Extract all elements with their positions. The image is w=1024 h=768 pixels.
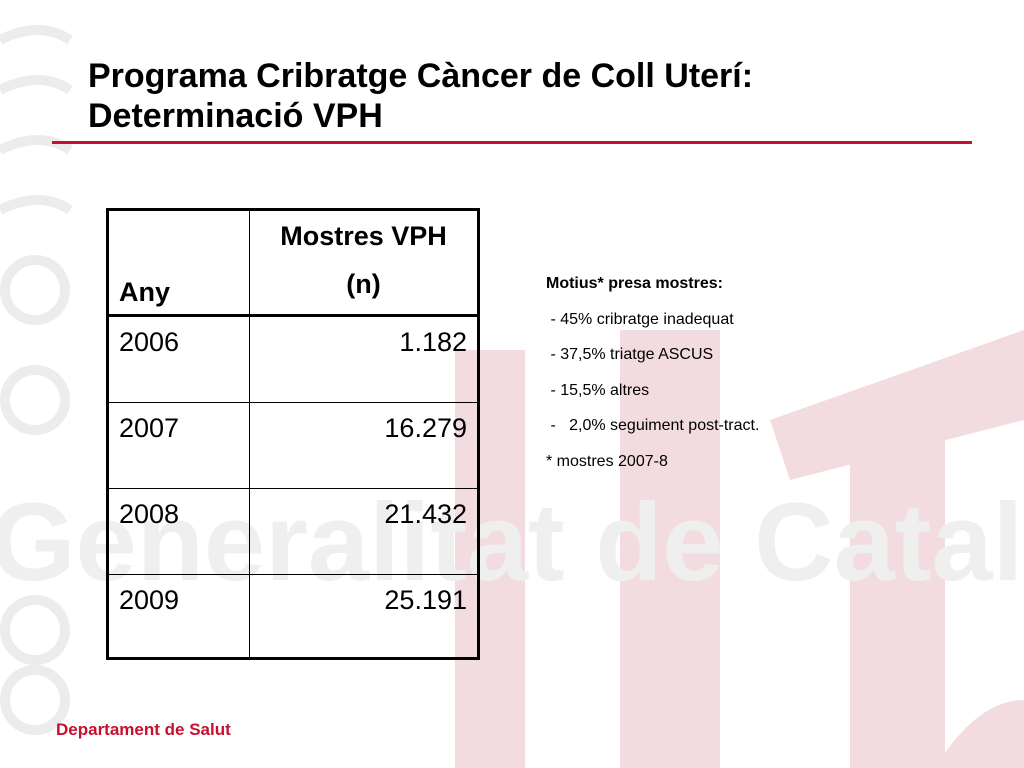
cell-samples: 25.191 [249,574,479,659]
notes-heading: Motius* presa mostres: [546,275,723,292]
notes-item: - 37,5% triatge ASCUS [546,346,714,363]
table-row: 2007 16.279 [107,402,479,489]
cell-year: 2009 [107,574,250,659]
logo-watermark-icon [455,330,1024,768]
table-row: 2006 1.182 [107,315,479,403]
title-line-1: Programa Cribratge Càncer de Coll Uterí: [88,57,754,95]
cell-samples: 21.432 [249,488,479,575]
table-header-row: Any Mostres VPH (n) [107,209,479,317]
table-row: 2008 21.432 [107,488,479,575]
slide-title: Programa Cribratge Càncer de Coll Uterí:… [88,56,968,136]
sampling-reasons-list: Motius* presa mostres: - 45% cribratge i… [546,266,986,479]
notes-footnote: * mostres 2007-8 [546,452,668,470]
title-line-2: Determinació VPH [88,97,383,135]
header-samples-line-1: Mostres VPH [280,221,447,251]
department-footer: Departament de Salut [56,720,231,739]
notes-item: - 15,5% altres [546,381,650,399]
emblem-watermark-icon [0,25,73,735]
header-samples: Mostres VPH (n) [249,209,479,317]
cell-year: 2008 [107,488,250,575]
header-samples-line-2: (n) [346,269,381,299]
notes-item: - 2,0% seguiment post-tract. [546,417,760,434]
notes-item: - 45% cribratge inadequat [546,310,734,328]
hpv-samples-table: Any Mostres VPH (n) 2006 1.182 2007 16.2… [106,208,480,660]
cell-year: 2006 [107,315,250,403]
cell-year: 2007 [107,402,250,489]
cell-samples: 1.182 [249,315,479,403]
header-year: Any [107,209,250,317]
title-divider [52,141,972,144]
table-row: 2009 25.191 [107,574,479,659]
cell-samples: 16.279 [249,402,479,489]
